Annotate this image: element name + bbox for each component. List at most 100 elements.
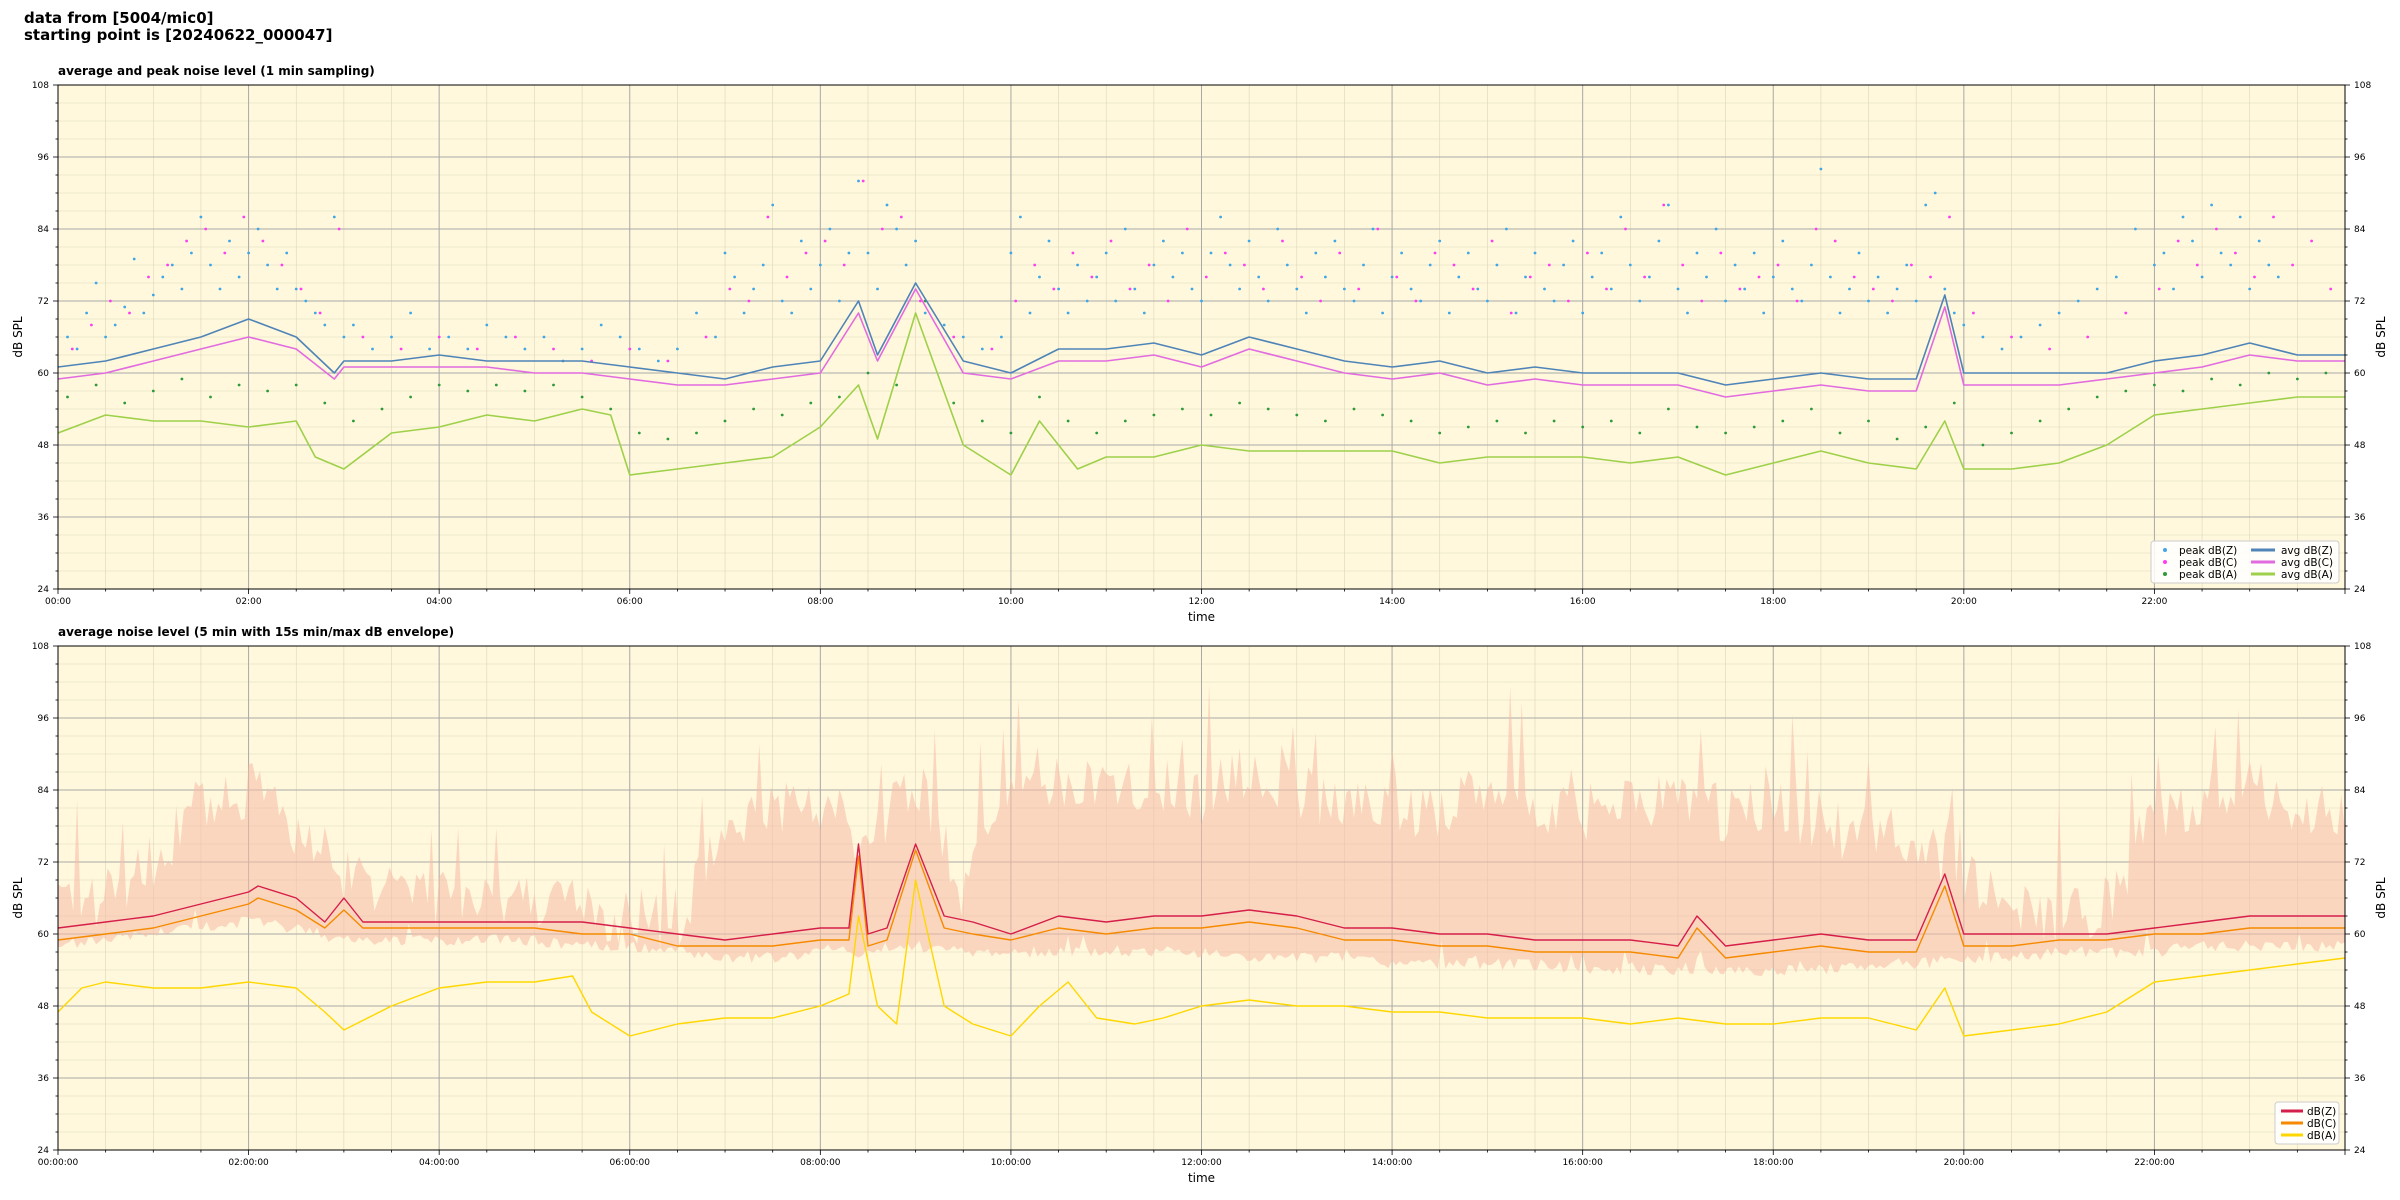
- peak-point: [166, 263, 170, 267]
- peak-point: [1419, 299, 1423, 303]
- peak-point: [1052, 287, 1056, 291]
- peak-point: [728, 287, 732, 291]
- peak-point: [1609, 287, 1613, 291]
- peak-point: [1085, 299, 1089, 303]
- peak-point: [1567, 299, 1570, 303]
- peak-point: [2200, 275, 2204, 279]
- peak-point: [2325, 0, 2328, 1]
- peak-point: [895, 227, 898, 231]
- peak-point: [847, 251, 851, 255]
- y-tick-label-left: 48: [38, 1002, 50, 1012]
- peak-point: [313, 311, 317, 315]
- peak-point: [1395, 275, 1399, 279]
- peak-point: [1810, 407, 1813, 411]
- starting-point-text: starting point is [20240622_000047]: [24, 26, 333, 44]
- peak-point: [1095, 275, 1099, 279]
- peak-point: [1047, 239, 1051, 243]
- peak-point: [2172, 287, 2175, 291]
- peak-point: [1243, 263, 1246, 267]
- peak-point: [1181, 251, 1184, 255]
- peak-point: [380, 407, 384, 411]
- peak-point: [437, 335, 441, 339]
- peak-point: [1833, 239, 1837, 243]
- peak-point: [280, 263, 284, 267]
- peak-point: [1924, 425, 1928, 429]
- peak-point: [1181, 407, 1184, 411]
- peak-point: [923, 311, 927, 315]
- peak-point: [337, 227, 341, 231]
- peak-point: [1452, 263, 1456, 267]
- peak-point: [180, 287, 184, 291]
- peak-point: [1266, 407, 1270, 411]
- peak-point: [223, 251, 227, 255]
- peak-point: [1581, 311, 1585, 315]
- peak-point: [1586, 251, 1589, 255]
- peak-point: [299, 287, 303, 291]
- peak-point: [980, 347, 984, 351]
- y-tick-label-right: 24: [2354, 585, 2366, 595]
- peak-point: [1362, 263, 1365, 267]
- peak-point: [1514, 311, 1518, 315]
- peak-point: [437, 383, 441, 387]
- peak-point: [2334, 0, 2337, 1]
- peak-point: [85, 311, 88, 315]
- series-line-3: [58, 879, 2345, 1037]
- peak-point: [266, 263, 269, 267]
- peak-point: [1738, 287, 1742, 291]
- peak-point: [304, 299, 308, 303]
- peak-point: [1142, 311, 1146, 315]
- x-tick-label: 14:00: [1379, 597, 1405, 607]
- series-line-1: [58, 843, 2345, 947]
- peak-point: [1314, 251, 1318, 255]
- peak-point: [409, 395, 412, 399]
- peak-point: [318, 311, 322, 315]
- peak-point: [1038, 275, 1041, 279]
- peak-series-3: [66, 299, 2328, 447]
- peak-point: [66, 335, 69, 339]
- peak-point: [94, 281, 98, 285]
- peak-point: [637, 431, 641, 435]
- y-tick-label-left: 24: [38, 585, 50, 595]
- peak-point: [1952, 311, 1956, 315]
- y-axis-label-right: dB SPL: [2374, 877, 2388, 919]
- data-source-text: data from [5004/mic0]: [24, 9, 214, 27]
- peak-point: [294, 383, 298, 387]
- peak-point: [2019, 335, 2023, 339]
- peak-point: [1624, 227, 1627, 231]
- peak-point: [1910, 263, 1913, 267]
- peak-point: [2095, 395, 2099, 399]
- y-tick-label-right: 36: [2354, 513, 2366, 523]
- peak-point: [1867, 299, 1870, 303]
- peak-point: [733, 275, 736, 279]
- peak-point: [1714, 227, 1718, 231]
- peak-point: [1676, 287, 1680, 291]
- peak-point: [256, 227, 260, 231]
- peak-point: [66, 395, 69, 399]
- peak-point: [70, 347, 74, 351]
- peak-point: [1619, 215, 1623, 219]
- peak-point: [1924, 203, 1928, 207]
- peak-point: [2291, 263, 2295, 267]
- x-tick-label: 08:00: [807, 597, 833, 607]
- peak-point: [2038, 419, 2042, 423]
- peak-point: [1009, 251, 1013, 255]
- peak-point: [1800, 299, 1804, 303]
- peak-point: [1490, 239, 1494, 243]
- peak-point: [1848, 287, 1851, 291]
- peak-point: [1204, 275, 1208, 279]
- peak-point: [1643, 275, 1646, 279]
- peak-point: [1409, 287, 1413, 291]
- x-tick-label: 18:00:00: [1753, 1158, 1794, 1168]
- peak-point: [857, 179, 860, 183]
- peak-point: [485, 323, 489, 327]
- peak-point: [209, 395, 212, 399]
- peak-point: [580, 347, 584, 351]
- peak-series-2: [70, 179, 2333, 363]
- x-tick-label: 20:00:00: [1944, 1158, 1985, 1168]
- x-tick-label: 00:00:00: [38, 1158, 79, 1168]
- peak-point: [2215, 227, 2218, 231]
- peak-point: [899, 215, 903, 219]
- peak-point: [2162, 251, 2166, 255]
